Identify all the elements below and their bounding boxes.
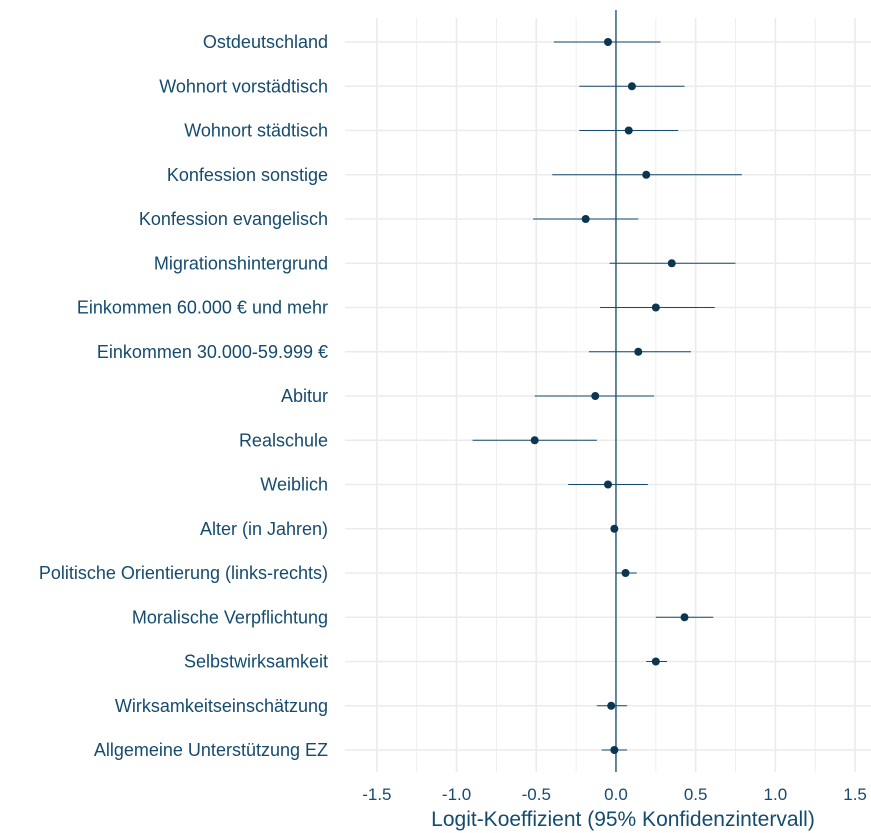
category-label: Ostdeutschland bbox=[203, 32, 328, 52]
grid-layer bbox=[345, 18, 871, 772]
coefficient-point bbox=[651, 303, 660, 312]
x-tick-label: 1.5 bbox=[843, 785, 867, 804]
coefficient-point bbox=[621, 569, 630, 577]
x-tick-label: -1.0 bbox=[442, 785, 471, 804]
category-label: Weiblich bbox=[260, 475, 328, 495]
x-tick-label: 1.0 bbox=[764, 785, 788, 804]
x-tick-label: -0.5 bbox=[522, 785, 551, 804]
x-tick-label: 0.0 bbox=[604, 785, 628, 804]
coefficient-point bbox=[680, 613, 689, 622]
category-label: Realschule bbox=[239, 430, 328, 450]
coefficient-point bbox=[624, 126, 633, 135]
category-label: Selbstwirksamkeit bbox=[184, 652, 328, 672]
coefficient-points bbox=[530, 38, 689, 754]
coefficient-point bbox=[610, 524, 619, 533]
category-label: Migrationshintergrund bbox=[154, 253, 328, 273]
coefficient-point bbox=[642, 170, 651, 179]
category-label: Allgemeine Unterstützung EZ bbox=[94, 740, 328, 760]
coefficient-point bbox=[604, 38, 612, 46]
coefficient-point bbox=[667, 259, 676, 268]
coefficient-point bbox=[627, 82, 636, 91]
coefficient-point bbox=[591, 392, 600, 400]
category-label: Konfession sonstige bbox=[167, 165, 328, 185]
coefficient-point bbox=[610, 746, 619, 754]
category-label: Alter (in Jahren) bbox=[200, 519, 328, 539]
category-labels: Ostdeutschland Wohnort vorstädtisch Wohnor… bbox=[39, 32, 328, 760]
category-label: Einkommen 60.000 € und mehr bbox=[77, 298, 328, 318]
category-label: Einkommen 30.000-59.999 € bbox=[97, 342, 328, 362]
coefficient-point bbox=[607, 701, 616, 710]
x-tick-label: 0.5 bbox=[684, 785, 708, 804]
category-label: Wohnort vorstädtisch bbox=[159, 76, 328, 96]
coefficient-point bbox=[604, 480, 612, 489]
coefficient-point bbox=[634, 347, 643, 356]
category-label: Konfession evangelisch bbox=[139, 209, 328, 229]
category-label: Moralische Verpflichtung bbox=[132, 607, 328, 627]
x-tick-label: -1.5 bbox=[362, 785, 391, 804]
category-label: Wirksamkeitseinschätzung bbox=[115, 696, 328, 716]
coefficient-point bbox=[651, 657, 660, 666]
coefficient-point bbox=[581, 215, 590, 223]
category-label: Wohnort städtisch bbox=[184, 121, 328, 141]
coefficient-point bbox=[530, 436, 539, 445]
category-label: Politische Orientierung (links-rechts) bbox=[39, 563, 328, 583]
category-label: Abitur bbox=[281, 386, 328, 406]
x-axis-title: Logit-Koeffizient (95% Konfidenzinterval… bbox=[431, 808, 815, 831]
x-tick-labels: -1.5 -1.0 -0.5 0.0 0.5 1.0 1.5 bbox=[362, 785, 867, 804]
